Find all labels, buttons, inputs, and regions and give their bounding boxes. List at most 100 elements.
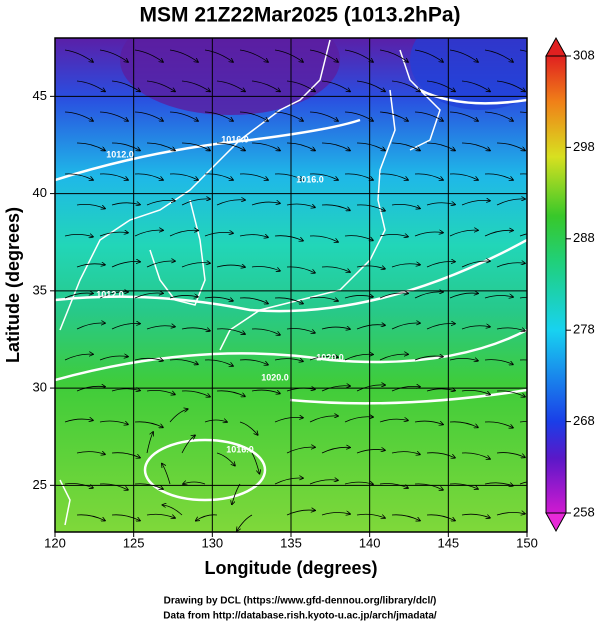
streamline (449, 49, 478, 62)
streamline (204, 359, 233, 366)
streamline (484, 49, 513, 62)
streamline (496, 263, 525, 268)
streamline (391, 386, 420, 392)
streamline (251, 266, 280, 270)
streamline (251, 80, 280, 92)
streamline (76, 514, 105, 521)
streamline (181, 142, 210, 151)
streamline (169, 49, 198, 62)
streamline (134, 483, 163, 489)
streamline (321, 80, 350, 92)
streamline (391, 323, 420, 330)
streamline (379, 111, 408, 121)
streamline (146, 432, 153, 454)
streamline (111, 452, 140, 458)
streamline (414, 49, 443, 62)
x-axis-label: Longitude (degrees) (204, 558, 377, 578)
streamline (309, 356, 338, 361)
streamline (239, 173, 268, 180)
streamline (181, 263, 210, 268)
streamline (181, 199, 210, 206)
colorbar-tick-label: 288 (573, 230, 595, 245)
streamline (274, 297, 303, 304)
streamline (461, 200, 490, 206)
streamline (216, 452, 235, 466)
streamline (309, 49, 338, 62)
streamline (414, 232, 443, 237)
streamline (274, 49, 303, 62)
streamline (519, 173, 527, 175)
streamline (449, 483, 478, 489)
streamline (286, 80, 315, 92)
streamline (286, 142, 315, 151)
streamline (344, 173, 373, 180)
streamline (237, 514, 253, 531)
y-tick-label: 35 (33, 282, 47, 297)
streamline (169, 359, 198, 365)
streamline (146, 200, 175, 206)
streamline (111, 80, 140, 92)
colorbar (545, 36, 567, 533)
streamline (99, 292, 128, 299)
contour-label: 1020.0 (261, 372, 289, 382)
streamline (134, 230, 163, 237)
streamline (519, 233, 527, 237)
streamline (461, 142, 490, 151)
streamline (146, 80, 175, 92)
streamline (344, 417, 373, 423)
streamline (216, 200, 245, 206)
streamline (169, 173, 198, 180)
streamline (344, 49, 373, 62)
colorbar-tick-label: 258 (573, 504, 595, 519)
streamline (356, 80, 385, 92)
x-tick-label: 150 (516, 535, 538, 550)
streamline (379, 173, 408, 180)
streamline (344, 111, 373, 121)
streamline (426, 514, 455, 521)
streamline (286, 328, 315, 332)
streamline (251, 452, 259, 474)
contour-label: 1012.0 (96, 289, 124, 299)
streamline (251, 389, 280, 393)
streamline (379, 419, 408, 423)
y-tick-label: 40 (33, 185, 47, 200)
x-tick-label: 120 (44, 535, 66, 550)
plot-area: 1012.0 1016.0 1012.0 1016.0 1020.0 1020.0 1016… (55, 38, 527, 532)
streamline (181, 328, 210, 331)
streamline (181, 80, 210, 92)
streamline (449, 293, 478, 299)
streamline (321, 512, 350, 515)
x-tick-label: 140 (359, 535, 381, 550)
streamline (134, 49, 163, 62)
streamline (76, 264, 105, 268)
cold-region (410, 38, 527, 110)
streamline (274, 417, 303, 423)
streamline (169, 409, 188, 423)
streamline (461, 261, 490, 268)
streamline (309, 111, 338, 121)
streamline (519, 359, 527, 361)
streamline (286, 203, 315, 207)
streamline (519, 111, 527, 114)
streamline (321, 142, 350, 151)
streamline (239, 235, 268, 238)
streamline (286, 510, 315, 516)
streamline (356, 266, 385, 269)
streamline (111, 262, 140, 268)
streamline (76, 80, 105, 92)
credit: Data from http://database.rish.kyoto-u.a… (163, 611, 437, 622)
streamline (414, 420, 443, 424)
streamline (64, 354, 93, 361)
streamline (391, 142, 420, 151)
streamline (111, 323, 140, 330)
streamline (496, 142, 525, 151)
streamline (146, 389, 175, 394)
streamline (274, 173, 303, 180)
streamline (414, 292, 443, 299)
streamline (181, 435, 195, 454)
streamline (64, 483, 93, 487)
streamline (309, 480, 338, 485)
streamline (99, 111, 128, 121)
streamline (356, 385, 385, 392)
streamline (111, 514, 140, 521)
